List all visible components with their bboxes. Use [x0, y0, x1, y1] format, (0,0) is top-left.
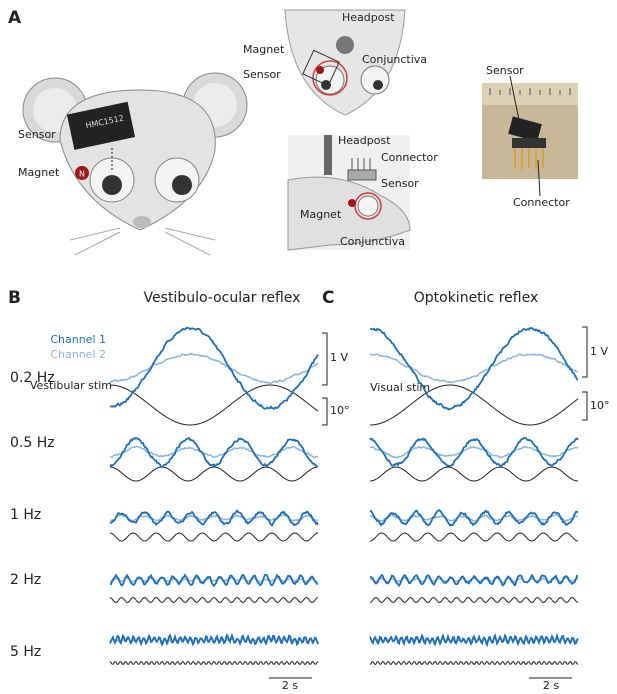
scale-label: 2 s [282, 679, 298, 692]
row-label: 0.2 Hz [10, 370, 55, 386]
channel-1-trace [109, 436, 318, 468]
side-view-illustration [287, 135, 411, 251]
stim-trace [109, 596, 319, 604]
channel-1-trace [109, 573, 319, 588]
label: Conjunctiva [340, 235, 405, 248]
channel-2-trace [109, 445, 319, 459]
stim-trace [110, 384, 319, 426]
panel-title: Vestibulo-ocular reflex [144, 290, 301, 306]
label: Connector [381, 151, 438, 164]
label: Connector [513, 196, 570, 209]
legend-entry: Channel 1 [50, 333, 106, 346]
label: Magnet [243, 43, 285, 56]
channel-1-trace [109, 633, 319, 647]
label: Headpost [338, 134, 391, 147]
label: Conjunctiva [362, 53, 427, 66]
channel-1-trace [369, 573, 579, 588]
channel-2-trace [109, 513, 319, 522]
label: Sensor [486, 64, 524, 77]
channel-1-trace [370, 326, 579, 411]
label: Sensor [243, 68, 281, 81]
channel-2-trace [369, 445, 579, 459]
label: Sensor [381, 177, 419, 190]
sensor-photo [482, 83, 578, 179]
scale-label: 2 s [543, 679, 559, 692]
channel-1-trace [369, 508, 579, 527]
stim-trace [370, 384, 579, 426]
stim-trace [369, 532, 579, 542]
stim-label: Visual stim [370, 381, 430, 394]
panel-label: A [8, 8, 22, 28]
channel-1-trace [109, 326, 319, 411]
panel-label: B [8, 288, 21, 308]
label: Headpost [342, 11, 395, 24]
channel-2-trace [109, 576, 319, 583]
row-label: 2 Hz [10, 572, 41, 588]
row-label: 0.5 Hz [10, 435, 55, 451]
panel-label: C [322, 288, 334, 308]
panel-title: Optokinetic reflex [414, 290, 539, 306]
stim-trace [109, 532, 319, 542]
channel-2-trace [370, 514, 579, 522]
stim-trace [109, 660, 319, 666]
stim-trace [369, 660, 579, 666]
scale-bars [269, 326, 588, 679]
scale-label: 1 V [330, 351, 348, 364]
legend-entry: Channel 2 [50, 348, 106, 361]
top-view-illustration [284, 9, 406, 116]
row-label: 5 Hz [10, 644, 41, 660]
label: Magnet [18, 166, 60, 179]
scale-label: 10° [330, 404, 350, 417]
stim-label: Vestibular stim [30, 379, 112, 392]
scale-label: 1 V [590, 345, 608, 358]
stim-trace [109, 466, 319, 482]
channel-1-trace [369, 436, 579, 468]
channel-1-trace [109, 509, 319, 527]
mouse-illustration: N HMC1512 [22, 72, 248, 256]
scale-label: 10° [590, 399, 610, 412]
channel-2-trace [369, 353, 579, 384]
row-label: 1 Hz [10, 507, 41, 523]
label: Magnet [300, 208, 342, 221]
magnet-pole: N [79, 170, 85, 179]
label: Sensor [18, 128, 56, 141]
channel-2-trace [109, 352, 319, 384]
stim-trace [369, 466, 579, 482]
stim-trace [369, 596, 579, 604]
channel-1-trace [369, 632, 579, 648]
